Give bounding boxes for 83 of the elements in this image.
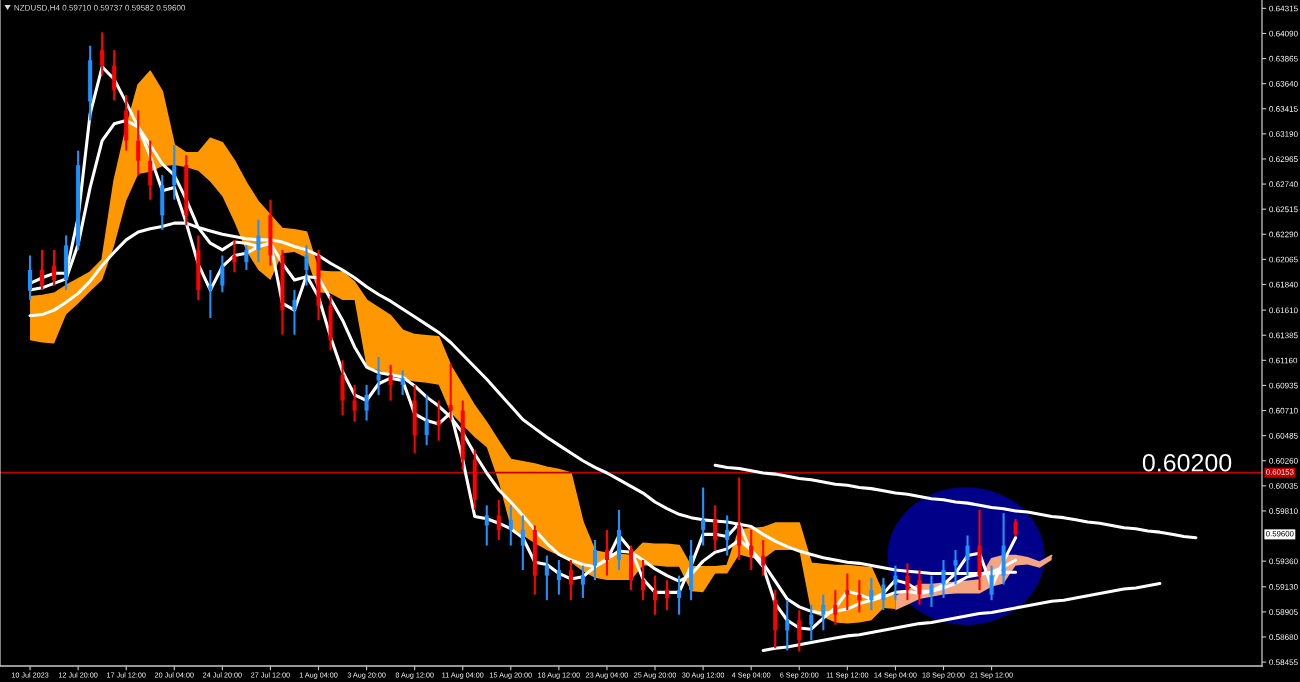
text: NZDUSD,H4 0.59710 0.59737 0.59582 0.59600 [14,4,186,12]
candlestick [881,576,886,612]
y-tick-label: 0.61160 [1269,357,1298,364]
y-tick-label: 0.58455 [1269,659,1298,666]
candlestick [845,572,850,612]
line-series [761,581,1162,652]
candlestick [749,528,754,572]
candlestick [508,504,513,547]
candlestick [893,564,898,602]
candlestick [304,244,309,287]
y-tick-label: 0.61840 [1269,281,1298,288]
candlestick [929,574,934,608]
y-tick-label: 0.59810 [1269,508,1298,514]
candlestick [965,534,970,577]
candlestick [292,289,297,336]
y-tick-label: 0.60710 [1269,407,1298,414]
candlestick [496,498,501,541]
candlestick [809,603,814,642]
candlestick [701,486,706,547]
candlestick [905,562,910,602]
candlestick [604,528,610,577]
candlestick [220,254,225,294]
candlestick [592,538,597,582]
candlestick [917,569,922,606]
candlestick [400,369,405,396]
candlestick [989,564,994,602]
candlestick [28,254,33,302]
y-tick-label: 0.63415 [1269,106,1298,112]
y-tick-label: 0.64090 [1269,30,1298,37]
candlestick [424,393,429,447]
candlestick [665,579,670,612]
y-tick-label: 0.58905 [1269,609,1298,615]
candlestick [821,593,826,632]
candlestick [652,574,658,616]
candlestick [364,383,369,422]
annotation: 0.60200 [1142,453,1232,472]
candlestick [797,609,802,653]
y-tick-label: 0.58680 [1269,634,1298,640]
candlestick [256,218,261,264]
candlestick [388,363,393,402]
y-tick-label: 0.62965 [1269,156,1298,162]
y-tick-label: 0.60935 [1269,382,1298,389]
y-tick-label: 0.63190 [1269,131,1298,137]
y-tick-label: 0.62515 [1269,206,1298,213]
candlestick [833,589,838,626]
candlestick [725,514,730,557]
y-tick-label: 0.60035 [1269,483,1298,489]
candlestick [737,476,742,562]
candlestick [544,554,549,602]
candlestick [520,514,525,572]
y-tick-label: 0.62290 [1269,231,1298,238]
candlestick [172,143,177,201]
candlestick [484,504,489,547]
y-tick-label: 0.62740 [1269,181,1298,188]
y-tick-label: 0.60485 [1269,432,1298,439]
candlestick [640,558,646,602]
y-tick-label: 0.62065 [1269,256,1298,263]
candlestick [869,576,874,612]
candlestick [941,558,946,599]
candlestick [244,244,249,272]
candlestick [232,238,237,274]
candlestick [100,31,105,76]
candlestick [568,558,573,602]
y-tick-label: 0.61610 [1269,307,1298,314]
candlestick [448,362,453,422]
y-tick-label: 0.64315 [1269,5,1298,12]
candlestick [785,599,790,652]
candlestick [136,109,141,177]
y-tick-label: 0.59130 [1269,584,1298,590]
candlestick [352,383,357,423]
candlestick [40,248,45,292]
y-tick-label: 0.63865 [1269,55,1298,62]
y-tick-label: 0.63640 [1269,80,1298,87]
candlestick [713,504,718,552]
candlestick [580,564,585,599]
candlestick [52,248,57,287]
candlestick [677,574,682,616]
y-tick-label: 0.60260 [1269,458,1298,464]
candlestick [953,548,958,586]
y-tick-label: 0.61385 [1269,332,1298,339]
candlestick [761,538,766,577]
candlestick [556,558,561,596]
y-tick-label: 0.59360 [1269,558,1298,565]
